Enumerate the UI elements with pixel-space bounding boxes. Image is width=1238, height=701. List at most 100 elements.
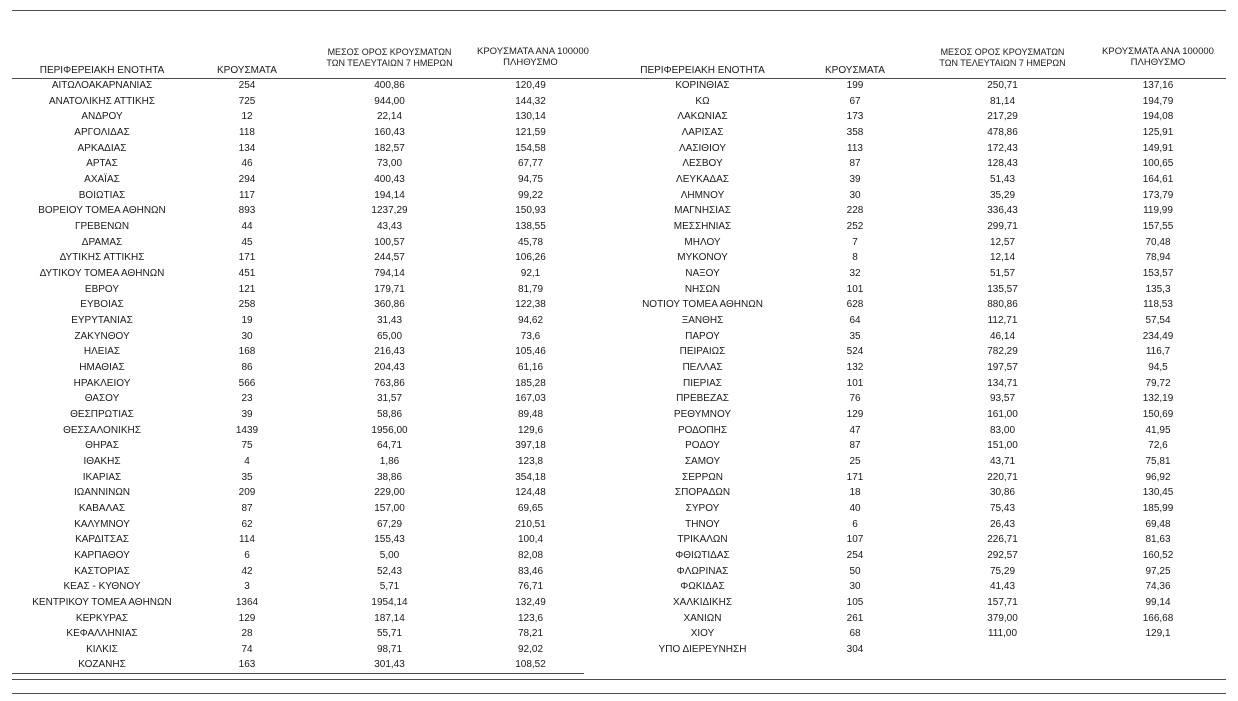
region-cell: ΧΑΝΙΩΝ [683, 612, 722, 624]
cases-cell: 261 [846, 612, 864, 624]
cases-cell: 114 [239, 534, 255, 546]
per100k-cell: 94,5 [1148, 361, 1168, 373]
region-cell: ΔΥΤΙΚΟΥ ΤΟΜΕΑ ΑΘΗΝΩΝ [39, 267, 165, 279]
cases-cell: 173 [846, 111, 864, 123]
cases-cell: 45 [241, 236, 253, 248]
regional-cases-tables: ΠΕΡΙΦΕΡΕΙΑΚΗ ΕΝΟΤΗΤΑ ΚΡΟΥΣΜΑΤΑ ΜΕΣΟΣ ΟΡΟ… [12, 11, 1226, 675]
cases-cell: 121 [238, 283, 256, 295]
cases-cell: 74 [241, 644, 253, 656]
region-cell: ΔΡΑΜΑΣ [81, 236, 123, 248]
avg7-cell: 43,71 [989, 455, 1016, 467]
region-cell: ΦΘΙΩΤΙΔΑΣ [675, 549, 730, 561]
region-cell: ΧΑΛΚΙΔΙΚΗΣ [673, 597, 732, 608]
table-row: ΞΑΝΘΗΣ 64 112,71 57,54 [610, 313, 1226, 329]
avg7-cell: 1237,29 [371, 205, 408, 217]
table-row: ΜΕΣΣΗΝΙΑΣ 252 299,71 157,55 [610, 219, 1226, 235]
avg7-cell: 52,43 [376, 565, 403, 577]
cases-cell: 7 [852, 236, 858, 248]
table-row: ΚΕΝΤΡΙΚΟΥ ΤΟΜΕΑ ΑΘΗΝΩΝ 1364 1954,14 132,49 [12, 595, 584, 611]
avg7-cell: 111,00 [987, 628, 1018, 640]
table-row: ΚΕΦΑΛΛΗΝΙΑΣ 28 55,71 78,21 [12, 627, 584, 643]
table-row: ΧΑΝΙΩΝ 261 379,00 166,68 [610, 611, 1226, 627]
avg7-cell: 73,00 [376, 158, 403, 170]
avg7-cell: 204,43 [374, 361, 405, 373]
cases-cell: 19 [241, 314, 253, 326]
per100k-cell: 157,55 [1142, 220, 1174, 232]
region-cell: ΚΑΛΥΜΝΟΥ [74, 518, 130, 530]
report-page: ΠΕΡΙΦΕΡΕΙΑΚΗ ΕΝΟΤΗΤΑ ΚΡΟΥΣΜΑΤΑ ΜΕΣΟΣ ΟΡΟ… [0, 10, 1238, 701]
cases-cell: 101 [846, 283, 864, 295]
per100k-cell: 125,91 [1142, 126, 1174, 138]
avg7-cell: 299,71 [987, 220, 1018, 232]
cases-cell: 30 [849, 189, 861, 201]
table-row: ΚΩ 67 81,14 194,79 [610, 94, 1226, 110]
header-row: ΠΕΡΙΦΕΡΕΙΑΚΗ ΕΝΟΤΗΤΑ ΚΡΟΥΣΜΑΤΑ ΜΕΣΟΣ ΟΡΟ… [12, 11, 589, 78]
cases-cell: 129 [846, 408, 864, 420]
per100k-cell: 129,6 [517, 424, 544, 436]
cases-cell: 6 [244, 549, 250, 561]
avg7-cell: 187,14 [374, 612, 405, 624]
cases-cell: 6 [852, 518, 858, 530]
table-header-left: ΠΕΡΙΦΕΡΕΙΑΚΗ ΕΝΟΤΗΤΑ ΚΡΟΥΣΜΑΤΑ ΜΕΣΟΣ ΟΡΟ… [12, 11, 589, 78]
region-cell: ΛΑΚΩΝΙΑΣ [677, 111, 728, 123]
table-row: ΥΠΟ ΔΙΕΡΕΥΝΗΣΗ 304 [610, 642, 1226, 658]
avg7-cell: 172,43 [987, 142, 1018, 154]
avg7-cell: 794,14 [374, 267, 405, 279]
cases-cell: 18 [849, 487, 861, 499]
per100k-cell: 124,48 [515, 487, 546, 499]
table-row: ΦΘΙΩΤΙΔΑΣ 254 292,57 160,52 [610, 548, 1226, 564]
avg7-cell: 5,00 [379, 549, 400, 561]
cases-cell: 76 [849, 393, 861, 405]
cases-cell: 23 [241, 393, 253, 405]
table-row: ΚΑΡΔΙΤΣΑΣ 114 155,43 100,4 [12, 532, 584, 548]
col-header-avg7: ΜΕΣΟΣ ΟΡΟΣ ΚΡΟΥΣΜΑΤΩΝ ΤΩΝ ΤΕΛΕΥΤΑΙΩΝ 7 Η… [302, 11, 477, 78]
table-row: ΛΑΡΙΣΑΣ 358 478,86 125,91 [610, 125, 1226, 141]
avg7-cell: 58,86 [376, 408, 403, 420]
region-cell: ΑΡΤΑΣ [86, 158, 118, 170]
region-cell: ΙΘΑΚΗΣ [83, 455, 121, 467]
cases-cell: 30 [241, 330, 253, 342]
region-cell: ΤΗΝΟΥ [685, 518, 720, 530]
cases-cell: 524 [846, 346, 864, 358]
region-cell: ΚΑΡΔΙΤΣΑΣ [75, 534, 129, 546]
region-cell: ΚΑΡΠΑΘΟΥ [74, 549, 130, 561]
table-row: ΚΑΣΤΟΡΙΑΣ 42 52,43 83,46 [12, 564, 584, 580]
bottom-rule-2 [12, 693, 1226, 695]
table-row: ΘΕΣΣΑΛΟΝΙΚΗΣ 1439 1956,00 129,6 [12, 423, 584, 439]
region-cell: ΖΑΚΥΝΘΟΥ [74, 330, 130, 342]
avg7-cell: 226,71 [987, 534, 1018, 546]
avg7-cell: 31,43 [376, 314, 403, 326]
avg7-cell: 400,86 [374, 79, 405, 91]
cases-cell: 893 [238, 205, 256, 217]
table-row: ΠΑΡΟΥ 35 46,14 234,49 [610, 329, 1226, 345]
region-cell: ΦΛΩΡΙΝΑΣ [676, 565, 729, 577]
per100k-cell: 100,65 [1142, 158, 1174, 170]
region-cell: ΚΙΛΚΙΣ [86, 644, 118, 656]
cases-cell: 129 [238, 612, 256, 624]
table-row: ΜΑΓΝΗΣΙΑΣ 228 336,43 119,99 [610, 203, 1226, 219]
cases-cell: 32 [849, 267, 861, 279]
table-row: ΡΟΔΟΥ 87 151,00 72,6 [610, 438, 1226, 454]
per100k-cell: 397,18 [515, 440, 546, 452]
cases-cell: 199 [846, 79, 864, 91]
per100k-cell: 185,28 [515, 377, 546, 389]
region-cell: ΕΥΒΟΙΑΣ [80, 299, 124, 311]
cases-cell: 117 [239, 189, 255, 201]
cases-cell: 35 [241, 471, 253, 483]
avg7-cell: 155,43 [374, 534, 405, 546]
per100k-cell: 118,53 [1143, 299, 1173, 311]
col-header-avg7: ΜΕΣΟΣ ΟΡΟΣ ΚΡΟΥΣΜΑΤΩΝ ΤΩΝ ΤΕΛΕΥΤΑΙΩΝ 7 Η… [915, 11, 1090, 78]
region-cell: ΚΕΑΣ - ΚΥΘΝΟΥ [63, 581, 141, 593]
avg7-cell: 22,14 [376, 111, 403, 123]
regional-cases-table-left: ΠΕΡΙΦΕΡΕΙΑΚΗ ΕΝΟΤΗΤΑ ΚΡΟΥΣΜΑΤΑ ΜΕΣΟΣ ΟΡΟ… [12, 11, 589, 675]
col-header-per100k-line1: ΚΡΟΥΣΜΑΤΑ ΑΝΑ 100000 [477, 46, 589, 57]
per100k-cell: 94,75 [517, 173, 544, 185]
region-cell: ΑΡΓΟΛΙΔΑΣ [74, 126, 130, 138]
top-rule [12, 10, 1226, 11]
region-cell: ΓΡΕΒΕΝΩΝ [74, 220, 130, 232]
header-row: ΠΕΡΙΦΕΡΕΙΑΚΗ ΕΝΟΤΗΤΑ ΚΡΟΥΣΜΑΤΑ ΜΕΣΟΣ ΟΡΟ… [610, 11, 1226, 78]
table-row: ΚΑΒΑΛΑΣ 87 157,00 69,65 [12, 501, 584, 517]
table-row: ΜΗΛΟΥ 7 12,57 70,48 [610, 235, 1226, 251]
cases-cell: 87 [241, 502, 253, 514]
avg7-cell: 128,43 [987, 158, 1018, 170]
